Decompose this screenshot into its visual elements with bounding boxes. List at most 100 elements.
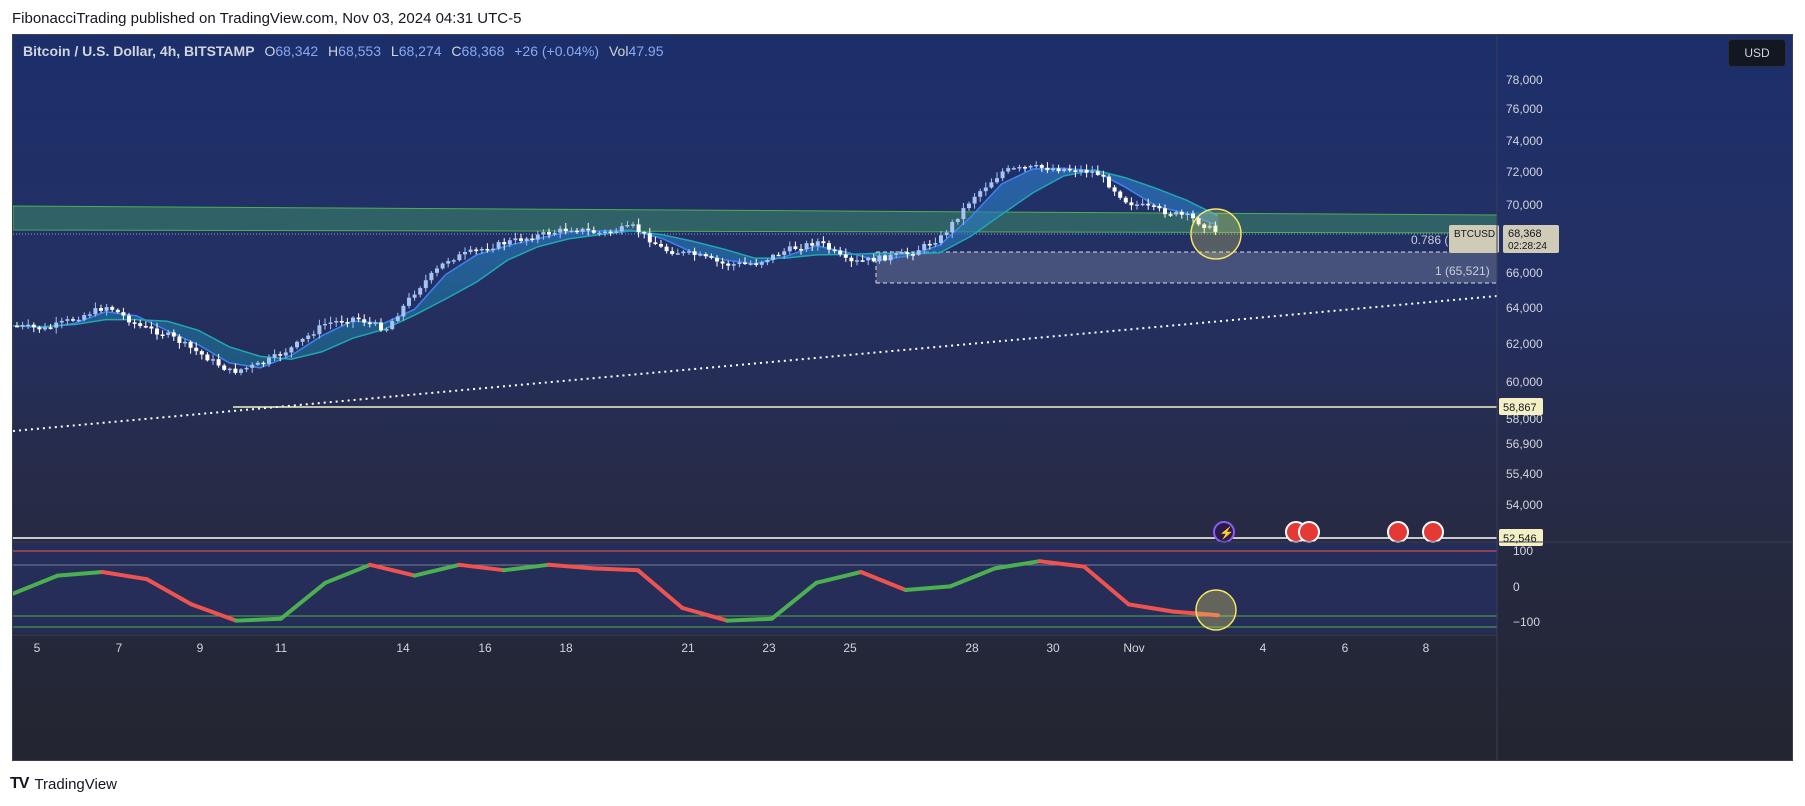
oscillator-segment bbox=[501, 562, 551, 573]
candle-body bbox=[547, 232, 551, 235]
us-flag-icon[interactable] bbox=[1298, 521, 1320, 543]
candle-body bbox=[306, 335, 311, 339]
candle-body bbox=[944, 232, 949, 236]
candle-countdown: 02:28:24 bbox=[1508, 241, 1547, 252]
candle-body bbox=[1112, 187, 1117, 192]
candle-body bbox=[664, 246, 669, 252]
candle-body bbox=[255, 362, 260, 365]
candle-body bbox=[687, 251, 691, 253]
symbol-title: Bitcoin / U.S. Dollar, 4h, BITSTAMP bbox=[23, 43, 255, 59]
candle-body bbox=[1095, 171, 1100, 175]
tradingview-logo-icon: TV bbox=[10, 775, 29, 792]
candle-body bbox=[765, 260, 770, 263]
candle-body bbox=[446, 261, 451, 264]
oscillator-segment bbox=[903, 584, 953, 592]
candle-body bbox=[821, 241, 826, 244]
candle-body bbox=[776, 254, 781, 257]
candle-body bbox=[1039, 165, 1044, 168]
oscillator-segment bbox=[635, 568, 685, 610]
candle-body bbox=[295, 341, 299, 348]
candle-body bbox=[955, 219, 960, 223]
candle-body bbox=[519, 238, 523, 241]
candle-body bbox=[989, 182, 994, 188]
oscillator-segment bbox=[457, 562, 506, 573]
candle-body bbox=[866, 257, 871, 261]
candle-body bbox=[720, 261, 725, 264]
candle-body bbox=[351, 317, 355, 323]
price-axis-tick: 72,000 bbox=[1506, 165, 1543, 179]
price-axis[interactable]: 78,00076,00074,00072,00070,00068,00066,0… bbox=[1506, 73, 1543, 542]
currency-button[interactable]: USD bbox=[1728, 39, 1786, 67]
candle-body bbox=[328, 322, 333, 324]
candle-body bbox=[726, 263, 731, 266]
candle-body bbox=[1017, 167, 1022, 169]
candle-body bbox=[535, 234, 540, 240]
candle-body bbox=[1135, 204, 1139, 206]
candle-body bbox=[1213, 225, 1218, 232]
candle-body bbox=[121, 312, 126, 316]
candle-body bbox=[894, 253, 899, 255]
candle-body bbox=[278, 354, 283, 356]
support-trendline bbox=[13, 295, 1498, 432]
candle-body bbox=[1202, 224, 1207, 229]
candle-body bbox=[188, 341, 193, 348]
oscillator-segment bbox=[1126, 602, 1176, 614]
candle-body bbox=[205, 354, 210, 361]
publisher-header: FibonacciTrading published on TradingVie… bbox=[12, 10, 522, 27]
high-value: 68,553 bbox=[338, 43, 381, 59]
candle-body bbox=[317, 325, 322, 335]
candle-body bbox=[1034, 165, 1039, 167]
candle-body bbox=[614, 231, 619, 233]
candle-body bbox=[681, 251, 686, 254]
time-axis-tick: 23 bbox=[762, 641, 776, 655]
candle-body bbox=[1140, 203, 1145, 206]
oscillator-segment bbox=[992, 559, 1042, 571]
candle-body bbox=[933, 242, 938, 245]
candle-body bbox=[603, 231, 607, 234]
candle-body bbox=[899, 252, 904, 254]
candle-body bbox=[451, 260, 456, 262]
oscillator-segment bbox=[769, 580, 819, 621]
candle-body bbox=[513, 238, 518, 241]
candle-body bbox=[166, 332, 171, 335]
oscillator-segment bbox=[591, 566, 640, 573]
candle-body bbox=[1146, 203, 1151, 206]
chart-pane[interactable]: 0.786 (67,230) 1 (65,521) 78,00076,00074… bbox=[12, 34, 1793, 761]
candle-body bbox=[905, 252, 910, 255]
oscillator-segment bbox=[725, 616, 774, 623]
oscillator-segment bbox=[189, 602, 239, 623]
candle-body bbox=[1011, 168, 1016, 170]
price-axis-tick: 58,000 bbox=[1506, 412, 1543, 426]
us-flag-icon[interactable] bbox=[1387, 521, 1409, 543]
candle-body bbox=[983, 187, 988, 192]
candle-body bbox=[580, 228, 585, 232]
candle-body bbox=[1006, 168, 1011, 172]
candle-body bbox=[748, 263, 753, 265]
change-value: +26 (+0.04%) bbox=[514, 43, 600, 59]
candlesticks bbox=[15, 161, 1218, 376]
candle-body bbox=[888, 254, 893, 261]
chart-canvas[interactable]: 0.786 (67,230) 1 (65,521) 78,00076,00074… bbox=[13, 35, 1793, 761]
fib-zone bbox=[876, 252, 1497, 283]
candle-body bbox=[692, 251, 697, 256]
time-axis-tick: 5 bbox=[34, 641, 41, 655]
us-flag-icon[interactable] bbox=[1422, 521, 1444, 543]
candle-body bbox=[1207, 225, 1212, 229]
candle-body bbox=[731, 264, 736, 266]
candle-body bbox=[877, 255, 882, 262]
candle-body bbox=[1000, 171, 1005, 179]
time-axis-tick: 8 bbox=[1423, 641, 1430, 655]
event-icons[interactable]: ⚡ bbox=[1213, 521, 1444, 543]
oscillator-segment bbox=[144, 577, 194, 607]
time-axis[interactable]: 5 7 9 11 14 16 18 21 23 25 28 30 Nov 4 6 8 bbox=[34, 641, 1430, 655]
footer: TV TradingView bbox=[10, 775, 117, 793]
candle-body bbox=[1062, 168, 1067, 172]
oscillator-segment bbox=[1082, 564, 1131, 607]
candle-body bbox=[1179, 211, 1184, 215]
candle-body bbox=[967, 203, 971, 209]
volume-value: 47.95 bbox=[628, 43, 664, 59]
candle-body bbox=[927, 243, 932, 246]
price-axis-tick: 66,000 bbox=[1506, 266, 1543, 280]
price-axis-tick: 54,000 bbox=[1506, 498, 1543, 512]
candle-body bbox=[356, 317, 361, 320]
